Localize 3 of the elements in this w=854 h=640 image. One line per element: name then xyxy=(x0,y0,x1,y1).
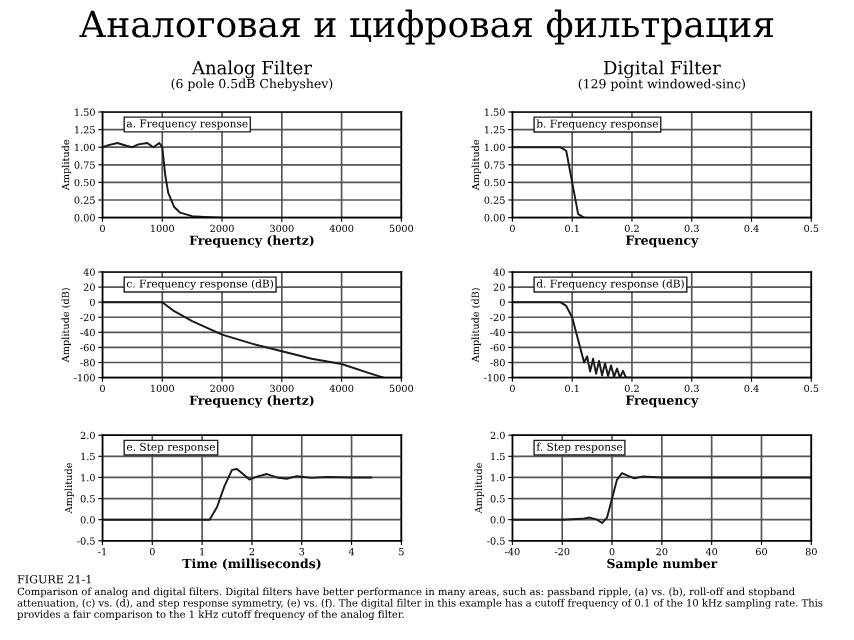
chart-title: Analog Filter xyxy=(191,60,312,79)
text: Аналоговая и цифровая фильтрация xyxy=(79,9,774,45)
chart-title: Digital Filter xyxy=(603,60,721,79)
